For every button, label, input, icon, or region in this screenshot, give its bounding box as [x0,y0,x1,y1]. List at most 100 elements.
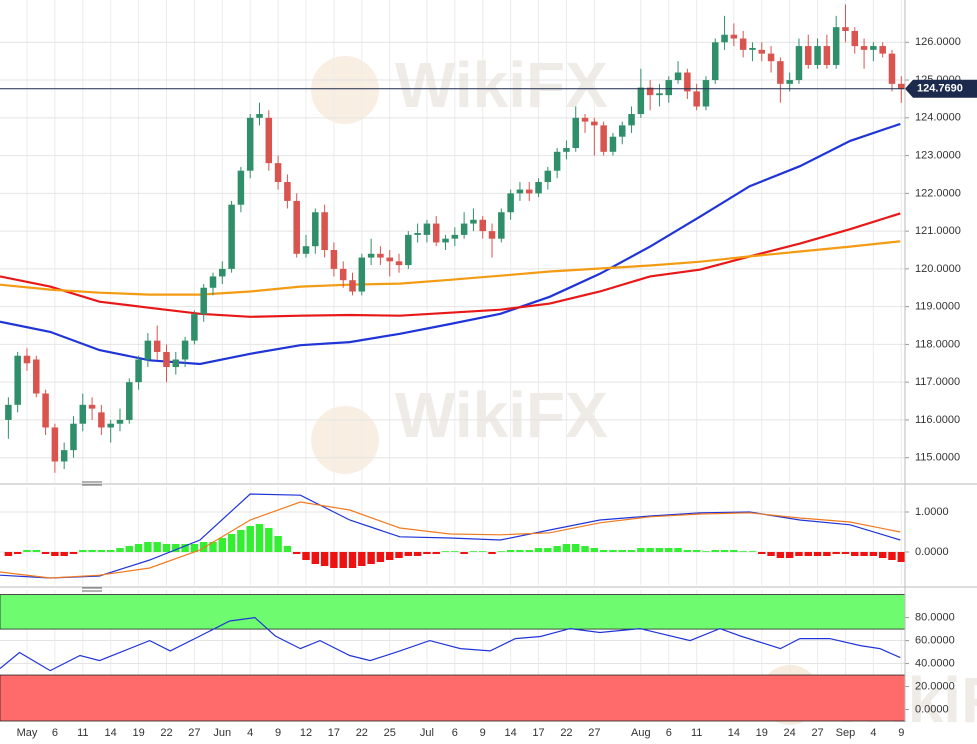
histogram-bar [674,548,682,552]
x-tick-label: 9 [898,727,904,739]
y-tick-label: 124.0000 [915,112,961,124]
candle-body [107,423,114,428]
histogram-bar [88,550,96,552]
candle-body [870,46,877,50]
histogram-bar [209,542,217,552]
candle-body [209,276,217,288]
line [0,122,901,366]
histogram-bar [776,552,785,558]
histogram-bar [125,546,134,552]
candle-body [767,53,775,62]
histogram-bar [339,552,347,568]
histogram-bar [599,550,608,552]
candle-body [786,80,793,84]
x-tick-label: 4 [870,727,876,739]
histogram-bar [60,552,68,556]
candle-body [563,148,570,152]
histogram-bar [785,552,794,558]
x-tick-label: 22 [160,727,172,739]
candle-body [321,212,328,250]
y-tick-label: 121.0000 [915,225,961,237]
candle-body [749,47,756,50]
candle-body [349,280,356,292]
histogram-bar [823,552,831,556]
candle-body [14,355,21,405]
watermark: WikiFX [395,49,608,121]
x-tick-label: 14 [728,727,740,739]
histogram-bar [423,552,431,554]
x-tick-label: 27 [811,727,823,739]
x-tick-label: 24 [784,727,796,739]
candle-body [665,80,673,96]
histogram-bar [562,544,571,552]
histogram-bar [274,536,282,552]
candle-body [70,423,77,451]
histogram-bar [162,544,171,552]
candle-body [470,219,477,224]
y-tick-label: 117.0000 [915,376,960,388]
histogram-bar [106,550,115,552]
histogram-bar [516,550,524,552]
candle-body [609,136,617,152]
histogram-bar [702,551,710,552]
y-tick-label: 40.0000 [915,657,955,669]
histogram-bar [23,550,31,552]
histogram-bar [348,552,357,568]
histogram-bar [181,544,189,552]
candle-body [581,117,589,122]
y-tick-label: 126.0000 [915,36,961,48]
histogram-bar [311,552,320,564]
x-tick-label: 4 [247,727,253,739]
histogram-bar [227,534,236,552]
histogram-bar [460,552,468,554]
x-tick-label: 17 [328,727,340,739]
histogram-bar [134,544,143,552]
histogram-bar [4,552,13,556]
x-tick-label: 27 [188,727,200,739]
line [0,493,901,579]
candle-body [535,182,542,194]
histogram-bar [618,550,626,552]
candle-body [739,38,747,50]
candle-body [51,427,59,462]
histogram-bar [534,548,543,552]
histogram-bar [692,550,701,552]
candle-body [33,359,40,394]
candle-body [395,261,403,266]
histogram-bar [851,552,859,556]
histogram-bar [432,552,440,554]
x-tick-label: 11 [77,727,88,739]
candle-body [860,46,868,50]
histogram-bar [497,551,506,552]
candle-body [525,189,533,194]
histogram-bar [330,552,338,568]
histogram-bar [506,550,515,552]
histogram-bar [302,552,310,560]
histogram-bar [395,552,403,558]
x-tick-label: Sep [836,727,856,739]
candle-body [79,404,87,424]
last-price-label: 124.7690 [917,83,963,95]
candle-body [116,419,124,424]
histogram-bar [69,552,78,554]
histogram-bar [739,551,747,552]
candle-body [181,340,189,360]
histogram-bar [730,550,738,552]
x-tick-label: 22 [356,727,368,739]
candle-body [293,200,300,254]
candle-body [219,268,226,277]
candle-body [339,268,347,281]
last-price-tag [905,79,977,98]
candle-body [646,87,654,96]
candle-body [888,53,896,84]
x-tick-label: 27 [588,727,600,739]
candle-body [656,93,663,96]
line [0,240,901,296]
histogram-bar [711,550,719,552]
x-tick-label: 6 [452,727,458,739]
candle-body [98,412,105,428]
candle-body [693,91,700,107]
candle-body [898,83,905,89]
